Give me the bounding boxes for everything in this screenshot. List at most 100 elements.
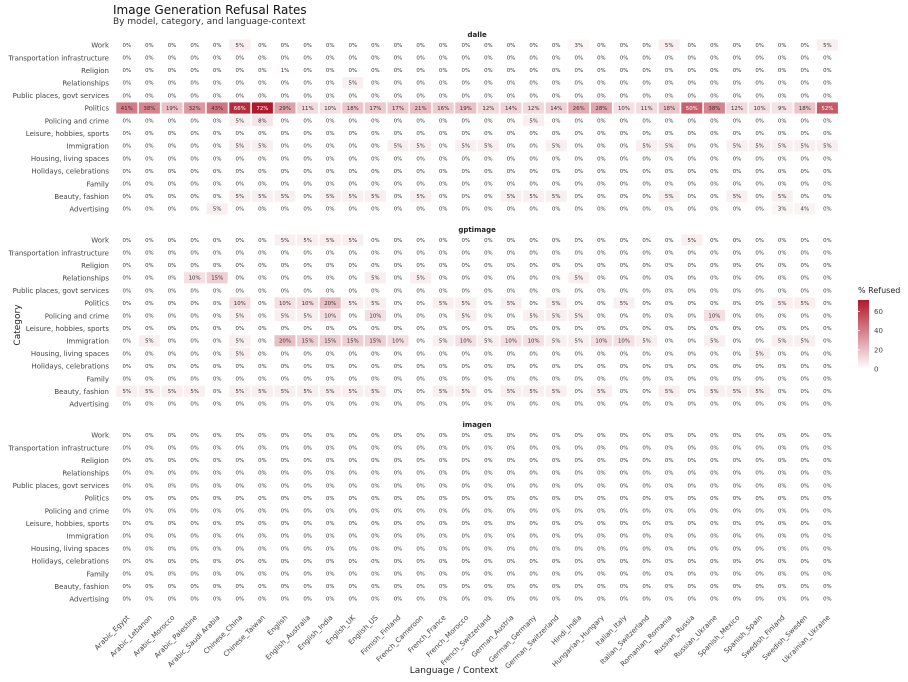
heatmap-cell — [523, 102, 545, 114]
cell-value-label: 0% — [462, 364, 471, 370]
cell-value-label: 0% — [213, 326, 222, 332]
cell-value-label: 0% — [123, 131, 132, 137]
cell-value-label: 0% — [168, 521, 177, 527]
cell-value-label: 0% — [710, 288, 719, 294]
cell-value-label: 0% — [439, 458, 448, 464]
cell-value-label: 5% — [281, 194, 290, 200]
y-tick-label: Policing and crime — [45, 507, 109, 515]
cell-value-label: 10% — [708, 314, 720, 320]
cell-value-label: 0% — [778, 68, 787, 74]
cell-value-label: 0% — [168, 339, 177, 345]
cell-value-label: 0% — [349, 314, 358, 320]
cell-value-label: 0% — [123, 288, 132, 294]
cell-value-label: 0% — [529, 182, 538, 188]
cell-value-label: 0% — [416, 351, 425, 357]
cell-value-label: 0% — [281, 377, 290, 383]
heatmap-cell — [297, 385, 319, 397]
cell-value-label: 0% — [303, 364, 312, 370]
cell-value-label: 0% — [190, 534, 199, 540]
cell-value-label: 0% — [326, 546, 335, 552]
cell-value-label: 0% — [688, 144, 697, 150]
cell-value-label: 5% — [439, 339, 448, 345]
cell-value-label: 0% — [733, 458, 742, 464]
cell-value-label: 0% — [710, 521, 719, 527]
cell-value-label: 0% — [439, 433, 448, 439]
heatmap-cell — [568, 272, 590, 284]
cell-value-label: 0% — [507, 326, 516, 332]
heatmap-cell — [274, 102, 296, 114]
cell-value-label: 0% — [755, 43, 764, 49]
cell-value-label: 0% — [507, 572, 516, 578]
cell-value-label: 0% — [326, 521, 335, 527]
cell-value-label: 0% — [484, 276, 493, 282]
cell-value-label: 0% — [303, 144, 312, 150]
cell-value-label: 0% — [281, 446, 290, 452]
cell-value-label: 0% — [394, 377, 403, 383]
cell-value-label: 0% — [665, 276, 674, 282]
cell-value-label: 5% — [326, 194, 335, 200]
cell-value-label: 0% — [552, 559, 561, 565]
cell-value-label: 0% — [123, 509, 132, 515]
cell-value-label: 0% — [507, 81, 516, 87]
cell-value-label: 5% — [733, 144, 742, 150]
cell-value-label: 0% — [710, 509, 719, 515]
cell-value-label: 0% — [507, 521, 516, 527]
cell-value-label: 0% — [394, 238, 403, 244]
cell-value-label: 0% — [778, 119, 787, 125]
cell-value-label: 0% — [575, 364, 584, 370]
cell-value-label: 0% — [326, 496, 335, 502]
cell-value-label: 0% — [642, 483, 651, 489]
cell-value-label: 5% — [236, 119, 245, 125]
cell-value-label: 0% — [326, 351, 335, 357]
cell-value-label: 0% — [326, 263, 335, 269]
cell-value-label: 0% — [823, 458, 832, 464]
cell-value-label: 0% — [665, 402, 674, 408]
cell-value-label: 15% — [324, 339, 336, 345]
cell-value-label: 0% — [123, 301, 132, 307]
cell-value-label: 0% — [755, 251, 764, 257]
cell-value-label: 19% — [166, 106, 178, 112]
cell-value-label: 0% — [190, 263, 199, 269]
cell-value-label: 0% — [303, 446, 312, 452]
cell-value-label: 0% — [778, 597, 787, 603]
cell-value-label: 0% — [642, 572, 651, 578]
cell-value-label: 0% — [823, 301, 832, 307]
cell-value-label: 0% — [733, 496, 742, 502]
cell-value-label: 0% — [484, 68, 493, 74]
cell-value-label: 0% — [281, 326, 290, 332]
cell-value-label: 0% — [688, 483, 697, 489]
heatmap-cell — [342, 385, 364, 397]
cell-value-label: 5% — [281, 389, 290, 395]
cell-value-label: 0% — [394, 169, 403, 175]
cell-value-label: 0% — [484, 43, 493, 49]
heatmap-cell — [319, 385, 341, 397]
cell-value-label: 0% — [190, 496, 199, 502]
cell-value-label: 0% — [213, 471, 222, 477]
cell-value-label: 0% — [620, 572, 629, 578]
cell-value-label: 0% — [710, 471, 719, 477]
cell-value-label: 0% — [349, 446, 358, 452]
cell-value-label: 0% — [236, 93, 245, 99]
cell-value-label: 0% — [823, 402, 832, 408]
cell-value-label: 0% — [778, 402, 787, 408]
cell-value-label: 0% — [552, 496, 561, 502]
cell-value-label: 0% — [801, 389, 810, 395]
cell-value-label: 0% — [529, 263, 538, 269]
cell-value-label: 5% — [823, 144, 832, 150]
heatmap-cell — [658, 39, 680, 51]
cell-value-label: 0% — [303, 93, 312, 99]
cell-value-label: 0% — [145, 509, 154, 515]
cell-value-label: 0% — [439, 182, 448, 188]
cell-value-label: 0% — [552, 534, 561, 540]
cell-value-label: 0% — [190, 483, 199, 489]
cell-value-label: 0% — [394, 251, 403, 257]
cell-value-label: 0% — [529, 276, 538, 282]
cell-value-label: 0% — [416, 572, 425, 578]
cell-value-label: 0% — [439, 521, 448, 527]
cell-value-label: 0% — [190, 119, 199, 125]
cell-value-label: 0% — [484, 263, 493, 269]
heatmap-cell — [206, 272, 228, 284]
cell-value-label: 5% — [349, 194, 358, 200]
cell-value-label: 0% — [145, 238, 154, 244]
cell-value-label: 10% — [324, 314, 336, 320]
